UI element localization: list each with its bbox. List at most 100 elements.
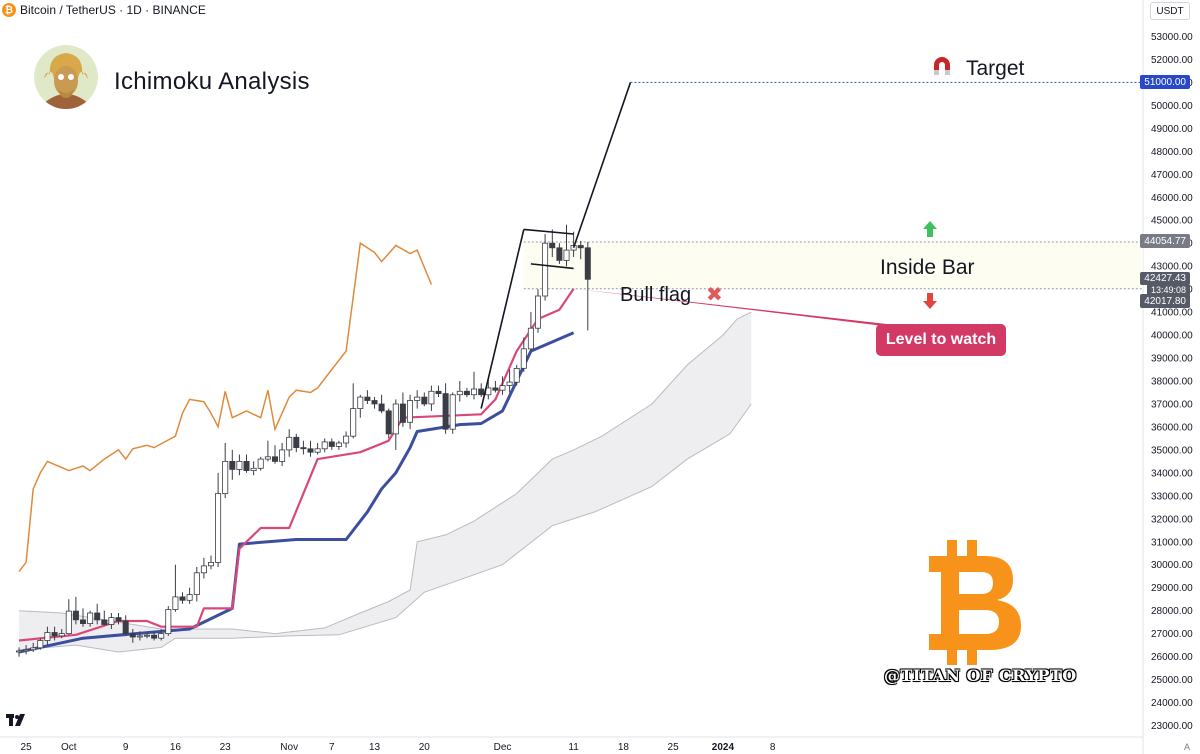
- candle-body: [101, 619, 108, 625]
- inside-bar-label: Inside Bar: [880, 256, 975, 279]
- price-tick-label: 30000.00: [1151, 560, 1193, 571]
- candle-body: [94, 612, 101, 621]
- price-tick-label: 25000.00: [1151, 675, 1193, 686]
- time-tick-label: 20: [419, 742, 431, 753]
- time-tick-label: 7: [329, 742, 335, 753]
- candle-body: [314, 448, 321, 453]
- price-tick-label: 36000.00: [1151, 422, 1193, 433]
- price-tick-label: 37000.00: [1151, 400, 1193, 411]
- candle-body: [129, 633, 136, 638]
- time-tick-label: 23: [220, 742, 232, 753]
- candle-body: [158, 633, 165, 639]
- candle-body: [30, 647, 37, 651]
- symbol-header[interactable]: ₿ Bitcoin / TetherUS · 1D · BINANCE: [0, 0, 206, 20]
- price-tick-label: 41000.00: [1151, 308, 1193, 319]
- candle-body: [243, 460, 250, 471]
- time-tick-label: 13: [369, 742, 381, 753]
- candle-body: [108, 617, 115, 625]
- bitcoin-logo-icon: [929, 540, 1021, 665]
- candle-body: [456, 390, 463, 396]
- time-tick-label: 25: [668, 742, 680, 753]
- price-tick-label: 38000.00: [1151, 377, 1193, 388]
- candle-body: [143, 634, 150, 637]
- price-tick-label: 49000.00: [1151, 124, 1193, 135]
- time-tick-label: Oct: [61, 742, 77, 753]
- chart-title: Ichimoku Analysis: [114, 68, 310, 95]
- candle-body: [72, 610, 79, 621]
- symbol-title: Bitcoin / TetherUS · 1D · BINANCE: [20, 3, 206, 17]
- candle-body: [165, 609, 172, 635]
- candle-body: [172, 596, 179, 610]
- down-arrow-icon: [923, 293, 937, 309]
- candle-body: [271, 456, 278, 462]
- candle-body: [250, 467, 257, 471]
- target-projection-line: [572, 82, 632, 249]
- candle-body: [328, 441, 335, 447]
- candle-body: [200, 565, 207, 574]
- price-tick-label: 45000.00: [1151, 216, 1193, 227]
- time-tick-label: Dec: [494, 742, 512, 753]
- time-tick-label: 8: [770, 742, 776, 753]
- price-tick-label: 28000.00: [1151, 606, 1193, 617]
- time-tick-label: 9: [123, 742, 129, 753]
- candle-body: [257, 458, 264, 469]
- bull-flag-label: Bull flag: [620, 284, 692, 306]
- invalid-cross-icon: ✖: [706, 282, 723, 306]
- candle-body: [584, 247, 591, 280]
- tradingview-logo-icon[interactable]: [6, 712, 28, 728]
- candle-body: [222, 460, 229, 494]
- callout-pointer: [574, 288, 904, 326]
- candle-body: [513, 367, 520, 383]
- up-arrow-icon: [923, 221, 937, 237]
- candle-body: [343, 435, 350, 444]
- time-tick-label: 2024: [712, 742, 735, 753]
- candle-body: [556, 247, 563, 261]
- candle-body: [527, 327, 534, 350]
- candle-body: [385, 410, 392, 435]
- auto-scale-button[interactable]: A: [1183, 742, 1190, 752]
- candle-body: [293, 436, 300, 448]
- time-tick-label: Nov: [280, 742, 298, 753]
- candle-body: [506, 381, 513, 386]
- bull-flag-pole-line: [480, 229, 525, 409]
- candle-body: [65, 610, 72, 634]
- candle-body: [399, 403, 406, 423]
- inside-bar-zone: [523, 241, 1143, 289]
- level-to-watch-callout: Level to watch: [876, 324, 1006, 356]
- candle-body: [335, 442, 342, 447]
- target-price-tag: 51000.00: [1140, 75, 1190, 89]
- candle-body: [115, 617, 122, 622]
- price-tick-label: 35000.00: [1151, 445, 1193, 456]
- price-tick-label: 48000.00: [1151, 147, 1193, 158]
- candle-body: [549, 242, 556, 249]
- candle-body: [229, 460, 236, 470]
- last-price-tag: 42427.43: [1140, 272, 1190, 285]
- price-tick-label: 50000.00: [1151, 101, 1193, 112]
- candle-body: [80, 619, 87, 625]
- candle-body: [535, 295, 542, 329]
- candle-body: [307, 448, 314, 453]
- candle-body: [215, 493, 222, 563]
- flag-upper-line: [523, 228, 574, 235]
- candle-body: [449, 394, 456, 430]
- candle-body: [193, 572, 200, 595]
- candle-body: [542, 242, 549, 297]
- candle-body: [350, 408, 357, 437]
- price-tick-label: 33000.00: [1151, 491, 1193, 502]
- candle-body: [478, 388, 485, 396]
- candle-body: [151, 634, 158, 639]
- candle-body: [392, 403, 399, 435]
- candle-body: [300, 447, 307, 450]
- bitcoin-coin-icon: ₿: [2, 3, 16, 17]
- low-price-tag: 42017.80: [1140, 294, 1190, 308]
- candle-body: [470, 388, 477, 396]
- currency-button[interactable]: USDT: [1150, 2, 1190, 20]
- time-tick-label: 11: [568, 742, 579, 753]
- time-tick-label: 18: [618, 742, 630, 753]
- candle-body: [364, 396, 371, 401]
- candle-body: [179, 596, 186, 601]
- candle-body: [421, 396, 428, 405]
- candle-body: [463, 390, 470, 396]
- candle-body: [492, 387, 499, 391]
